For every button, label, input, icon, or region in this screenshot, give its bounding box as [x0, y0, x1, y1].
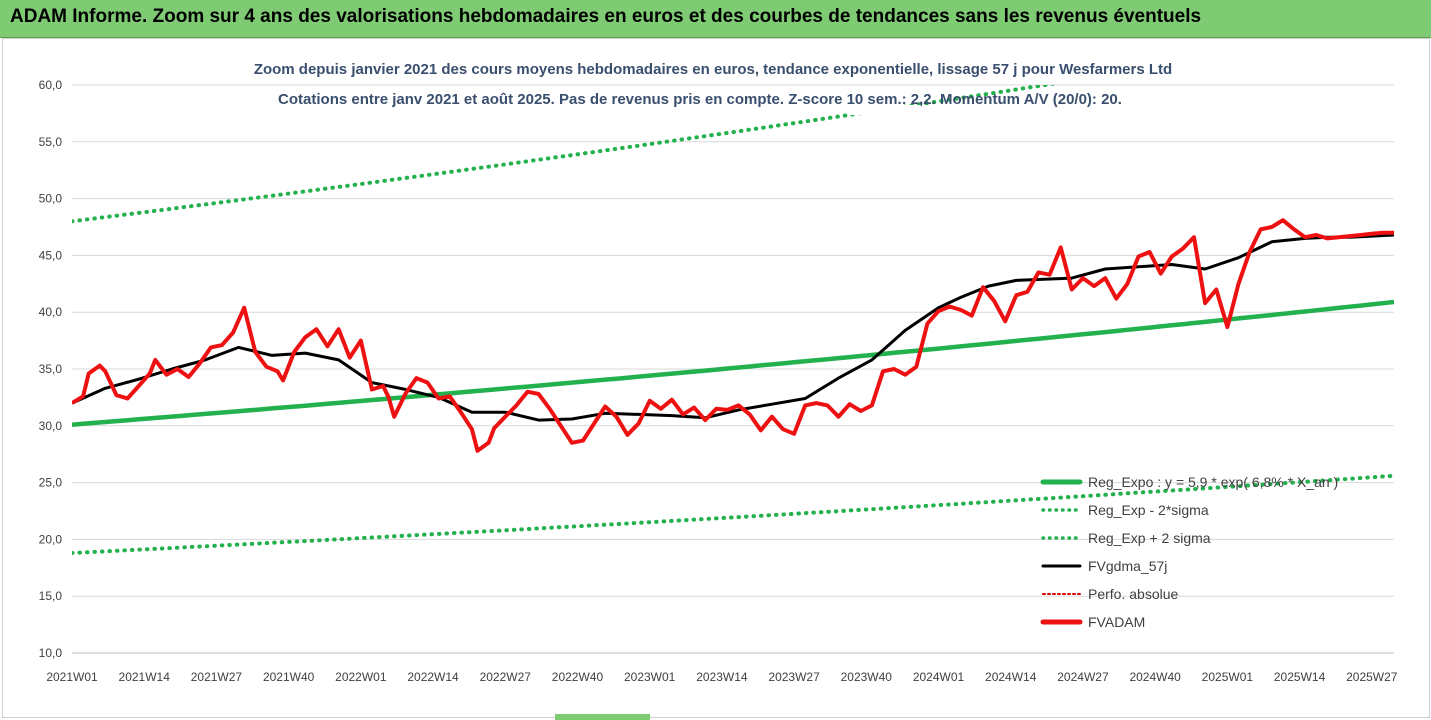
y-tick-label: 20,0	[39, 532, 63, 546]
chart-subtitle: Cotations entre janv 2021 et août 2025. …	[278, 91, 1122, 108]
y-tick-label: 15,0	[39, 589, 63, 603]
x-tick-label: 2021W01	[46, 670, 98, 684]
y-tick-label: 40,0	[39, 305, 63, 319]
x-tick-label: 2023W14	[696, 670, 748, 684]
x-tick-label: 2023W40	[841, 670, 893, 684]
bottom-accent	[555, 714, 650, 720]
legend-label: FVgdma_57j	[1088, 558, 1167, 574]
x-tick-label: 2025W01	[1202, 670, 1254, 684]
title-backdrop	[848, 105, 1208, 115]
x-tick-label: 2022W01	[335, 670, 387, 684]
x-tick-label: 2025W27	[1346, 670, 1398, 684]
chart-title: Zoom depuis janvier 2021 des cours moyen…	[254, 61, 1172, 78]
legend-label: Reg_Exp + 2 sigma	[1088, 530, 1211, 546]
y-tick-label: 45,0	[39, 248, 63, 262]
legend-label: Reg_Expo : y = 5,9 * exp( 6,8% * X_an )	[1088, 474, 1338, 490]
x-tick-label: 2023W01	[624, 670, 676, 684]
x-tick-label: 2022W14	[407, 670, 459, 684]
x-tick-label: 2022W40	[552, 670, 604, 684]
chart-frame	[2, 38, 1430, 718]
x-tick-label: 2021W14	[119, 670, 171, 684]
y-tick-label: 35,0	[39, 362, 63, 376]
upper-band-line	[72, 85, 1058, 224]
x-tick-label: 2025W14	[1274, 670, 1326, 684]
y-tick-label: 50,0	[39, 192, 63, 206]
legend-label: Reg_Exp - 2*sigma	[1088, 502, 1209, 518]
legend-label: Perfo. absolue	[1088, 586, 1178, 602]
trend-line	[72, 299, 1394, 427]
price-line	[72, 218, 1394, 453]
x-tick-label: 2024W27	[1057, 670, 1109, 684]
title-banner: ADAM Informe. Zoom sur 4 ans des valoris…	[0, 0, 1431, 38]
mma57-line	[72, 233, 1394, 422]
y-tick-label: 60,0	[39, 78, 63, 92]
y-tick-label: 55,0	[39, 135, 63, 149]
lower-band-line	[72, 473, 1394, 555]
x-tick-label: 2022W27	[480, 670, 532, 684]
banner-title: ADAM Informe. Zoom sur 4 ans des valoris…	[10, 6, 1202, 27]
y-tick-label: 10,0	[39, 646, 63, 660]
x-tick-label: 2021W40	[263, 670, 315, 684]
x-tick-label: 2023W27	[768, 670, 820, 684]
legend-label: FVADAM	[1088, 614, 1145, 630]
x-tick-label: 2024W14	[985, 670, 1037, 684]
x-tick-label: 2024W01	[913, 670, 965, 684]
x-tick-label: 2024W40	[1129, 670, 1181, 684]
y-tick-label: 30,0	[39, 419, 63, 433]
y-tick-label: 25,0	[39, 476, 63, 490]
x-tick-label: 2021W27	[191, 670, 243, 684]
